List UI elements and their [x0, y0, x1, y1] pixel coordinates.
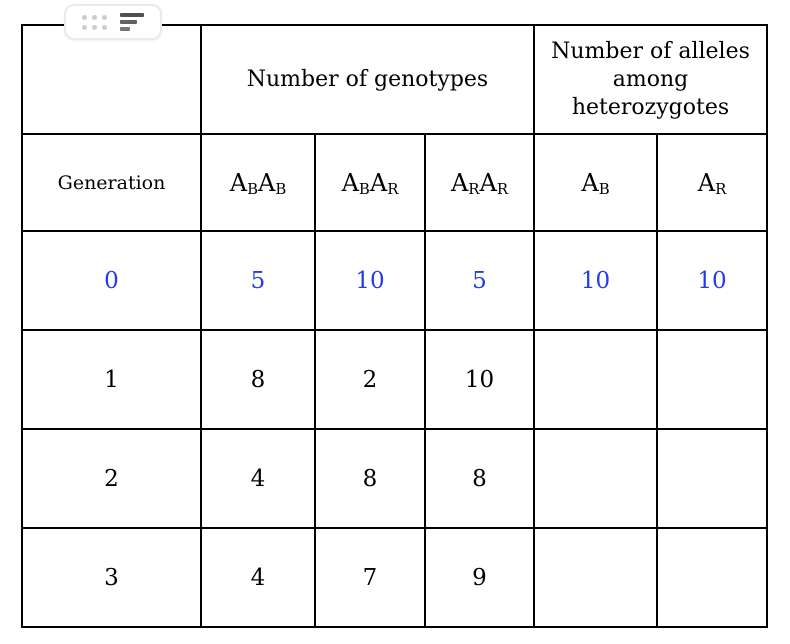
cell-gen2-abab[interactable]: 4 — [200, 428, 316, 529]
drag-handle-icon[interactable] — [82, 14, 107, 30]
cell-gen0-ab[interactable]: 10 — [533, 230, 658, 331]
cell-gen1-ar[interactable] — [656, 329, 768, 430]
allele-symbol: A — [369, 168, 388, 197]
col-header-arar: ARAR — [424, 133, 535, 232]
allele-subscript: B — [358, 180, 370, 199]
col-header-abab: ABAB — [200, 133, 316, 232]
table-row-gen1: 1 8 2 10 — [21, 329, 768, 430]
table-row-gen2: 2 4 8 8 — [21, 428, 768, 529]
cell-gen0-abab[interactable]: 5 — [200, 230, 316, 331]
group-header-row: Number of genotypes Number of alleles am… — [21, 24, 768, 135]
cell-gen3-abab[interactable]: 4 — [200, 527, 316, 628]
genotype-table: Number of genotypes Number of alleles am… — [21, 24, 768, 628]
cell-gen0-abar[interactable]: 10 — [314, 230, 426, 331]
allele-subscript: R — [468, 180, 480, 199]
allele-symbol: A — [229, 168, 248, 197]
allele-subscript: R — [496, 180, 509, 199]
cell-gen1-generation[interactable]: 1 — [21, 329, 202, 430]
cell-gen0-arar[interactable]: 5 — [424, 230, 535, 331]
allele-symbol: A — [581, 168, 599, 197]
table-row-gen3: 3 4 7 9 — [21, 527, 768, 628]
cell-gen1-abab[interactable]: 8 — [200, 329, 316, 430]
cell-gen1-abar[interactable]: 2 — [314, 329, 426, 430]
table-floating-toolbar — [64, 4, 162, 40]
allele-subscript: B — [598, 180, 610, 199]
cell-gen2-ab[interactable] — [533, 428, 658, 529]
group-header-alleles: Number of alleles among heterozygotes — [533, 24, 768, 135]
allele-symbol: A — [697, 168, 716, 197]
group-header-genotypes: Number of genotypes — [200, 24, 535, 135]
cell-gen2-abar[interactable]: 8 — [314, 428, 426, 529]
col-header-generation: Generation — [21, 133, 202, 232]
cell-gen2-ar[interactable] — [656, 428, 768, 529]
table-row-gen0: 0 5 10 5 10 10 — [21, 230, 768, 331]
cell-gen2-arar[interactable]: 8 — [424, 428, 535, 529]
allele-subscript: R — [715, 180, 727, 199]
blank-corner-cell — [21, 24, 202, 135]
allele-subscript: B — [247, 180, 258, 199]
cell-gen0-ar[interactable]: 10 — [656, 230, 768, 331]
cell-gen1-arar[interactable]: 10 — [424, 329, 535, 430]
allele-symbol: A — [479, 168, 497, 197]
cell-gen3-generation[interactable]: 3 — [21, 527, 202, 628]
cell-gen3-abar[interactable]: 7 — [314, 527, 426, 628]
cell-gen3-arar[interactable]: 9 — [424, 527, 535, 628]
allele-symbol: A — [258, 168, 276, 197]
col-header-ar: AR — [656, 133, 768, 232]
cell-gen3-ar[interactable] — [656, 527, 768, 628]
allele-subscript: B — [275, 180, 287, 199]
cell-gen3-ab[interactable] — [533, 527, 658, 628]
cell-gen0-generation[interactable]: 0 — [21, 230, 202, 331]
allele-subscript: R — [387, 180, 399, 199]
allele-symbol: A — [341, 168, 359, 197]
cell-gen1-ab[interactable] — [533, 329, 658, 430]
cell-gen2-generation[interactable]: 2 — [21, 428, 202, 529]
allele-symbol: A — [450, 168, 469, 197]
col-header-ab: AB — [533, 133, 658, 232]
details-bars-icon[interactable] — [120, 13, 144, 31]
column-header-row: Generation ABAB ABAR ARAR AB AR — [21, 133, 768, 232]
col-header-abar: ABAR — [314, 133, 426, 232]
